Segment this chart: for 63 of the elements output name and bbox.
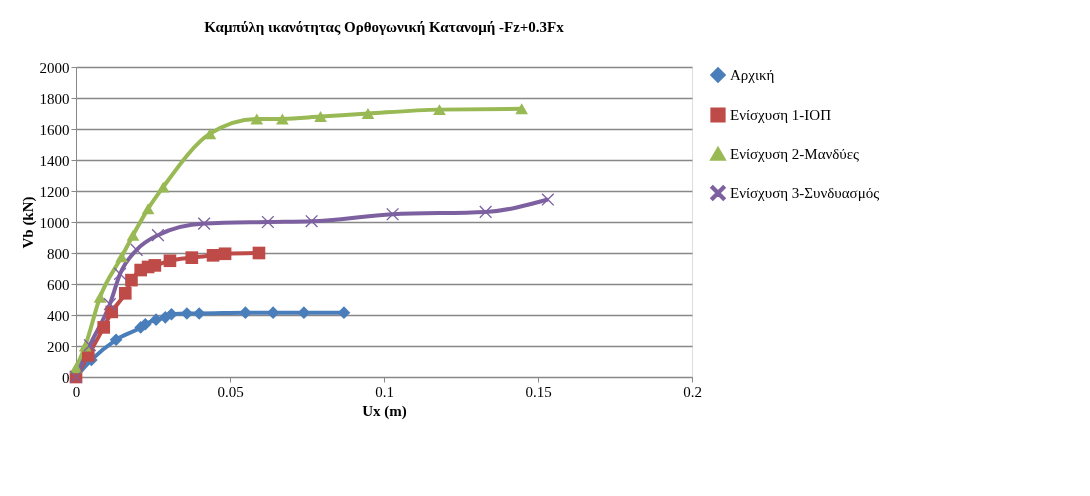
point xyxy=(337,306,351,319)
point xyxy=(361,108,375,119)
point xyxy=(433,104,446,116)
point xyxy=(218,247,232,261)
point xyxy=(266,306,280,319)
point xyxy=(185,251,199,264)
point xyxy=(386,207,399,221)
point xyxy=(93,291,107,303)
y-tick-label: 1200 xyxy=(39,183,70,200)
point xyxy=(252,246,266,260)
point xyxy=(276,113,289,125)
point xyxy=(180,307,194,320)
point xyxy=(130,243,143,257)
legend-label: Ενίσχυση 2-Μανδύες xyxy=(730,146,860,162)
point xyxy=(69,362,83,374)
point xyxy=(479,205,492,219)
point xyxy=(149,313,163,326)
y-tick-label: 1800 xyxy=(39,90,70,107)
legend-label: Αρχική xyxy=(730,67,775,83)
legend-label: Ενίσχυση 1-ΙΟΠ xyxy=(730,107,832,123)
point xyxy=(314,111,327,123)
y-tick-label: 1600 xyxy=(39,121,70,138)
y-tick-label: 1400 xyxy=(39,152,70,169)
point xyxy=(126,229,140,241)
point xyxy=(192,307,206,320)
point xyxy=(97,321,111,334)
chart-title: Καμπύλη ικανότητας Ορθογωνική Κατανομή -Fz+0.3Fx xyxy=(204,19,565,35)
x-tick-label: 0 xyxy=(72,383,81,400)
x-tick-label: 0.2 xyxy=(683,383,702,400)
point xyxy=(109,333,123,347)
point xyxy=(206,249,220,262)
y-tick-label: 800 xyxy=(47,245,70,262)
x-tick-label: 0.05 xyxy=(217,383,244,400)
y-tick-label: 2000 xyxy=(39,59,70,76)
point xyxy=(541,193,555,206)
point xyxy=(165,307,178,321)
point xyxy=(203,128,217,140)
point xyxy=(261,215,275,229)
point xyxy=(148,259,162,272)
point xyxy=(115,251,128,263)
point xyxy=(141,203,155,215)
y-tick-label: 0 xyxy=(62,369,70,386)
point xyxy=(197,217,211,230)
y-tick-label: 200 xyxy=(47,338,70,355)
point xyxy=(156,181,170,193)
point xyxy=(305,214,318,228)
point xyxy=(163,254,177,268)
y-tick-label: 600 xyxy=(47,276,70,293)
point xyxy=(118,286,132,300)
x-tick-label: 0.15 xyxy=(525,383,552,400)
x-axis-title: Ux (m) xyxy=(362,402,407,420)
point xyxy=(151,228,165,242)
point xyxy=(297,306,311,319)
x-tick-label: 0.1 xyxy=(375,383,394,400)
legend-label: Ενίσχυση 3-Συνδυασμός xyxy=(730,185,880,201)
point xyxy=(83,338,97,352)
point xyxy=(250,113,264,125)
y-tick-label: 1000 xyxy=(39,214,70,231)
point xyxy=(515,103,528,115)
point xyxy=(125,273,138,287)
y-tick-label: 400 xyxy=(47,307,70,324)
y-axis-title: Vb (kN) xyxy=(19,196,37,249)
point xyxy=(105,305,119,319)
